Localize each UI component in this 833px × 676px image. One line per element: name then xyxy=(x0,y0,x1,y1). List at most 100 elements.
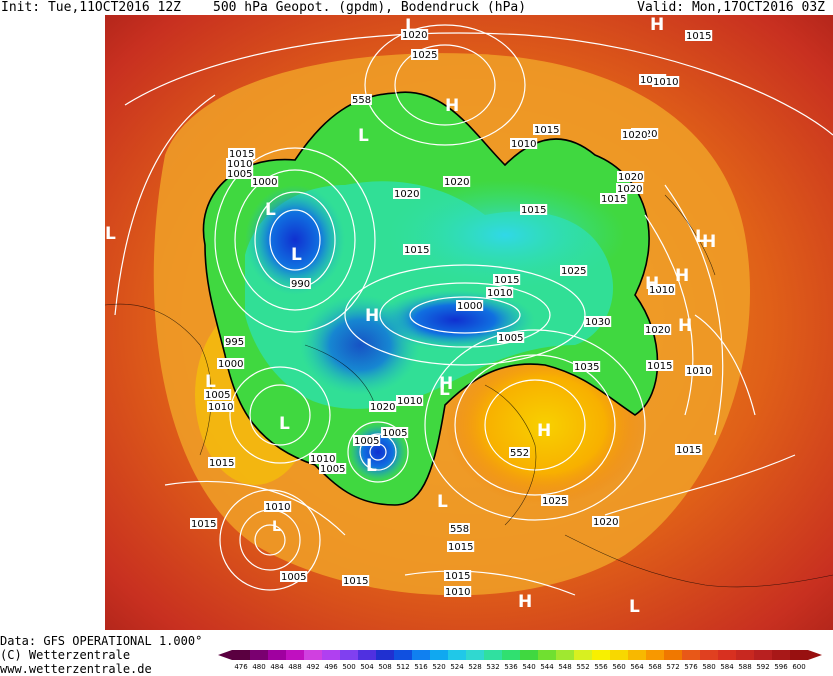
isobar-label-background xyxy=(264,501,292,512)
isobar-label: 1010 xyxy=(265,502,290,513)
isobar-label: 1010 xyxy=(208,402,233,413)
isobar-label: 1010 xyxy=(310,454,335,465)
high-pressure-center: H xyxy=(678,316,692,336)
high-pressure-center: H xyxy=(650,15,664,35)
isobar-label-background xyxy=(621,129,649,140)
isobar-label-background xyxy=(573,361,601,372)
color-scale-swatch xyxy=(772,650,790,660)
isobar-label-background xyxy=(644,324,672,335)
low-pressure-center: L xyxy=(279,414,290,434)
contour-552 xyxy=(202,91,659,506)
map-title: 500 hPa Geopot. (gpdm), Bodendruck (hPa) xyxy=(213,0,527,15)
color-scale-swatch xyxy=(574,650,592,660)
isobar-label: 1015 xyxy=(534,125,559,136)
isobar-label: 1015 xyxy=(521,205,546,216)
blue-low-greenland xyxy=(245,185,345,295)
isobar-label-background xyxy=(226,158,254,169)
color-scale-swatch xyxy=(592,650,610,660)
isobar-label: 1035 xyxy=(574,362,599,373)
color-scale-tick-label: 504 xyxy=(360,663,374,671)
isobar-label: 1020 xyxy=(618,172,643,183)
isobar-label-background xyxy=(600,193,628,204)
isobar-label-background xyxy=(486,287,514,298)
color-scale-tick-label: 508 xyxy=(378,663,391,671)
color-scale-tick-label: 532 xyxy=(486,663,499,671)
weather-map-canvas: 1020102555810151010102010151010100510201… xyxy=(105,15,833,630)
isobar-label-background xyxy=(251,176,279,187)
isobar-label: 1005 xyxy=(227,169,252,180)
color-scale-tick-label: 556 xyxy=(594,663,608,671)
color-scale-swatch xyxy=(286,650,304,660)
isobar-label: 1020 xyxy=(402,30,427,41)
color-scale-tick-label: 568 xyxy=(648,663,661,671)
isobar-label: 1020 xyxy=(617,184,642,195)
isobar-label-background xyxy=(401,29,429,40)
isobar-label: 1015 xyxy=(209,458,234,469)
isobar-label-background xyxy=(381,427,409,438)
weather-map: 1020102555810151010102010151010100510201… xyxy=(105,15,833,630)
low-pressure-center: L xyxy=(695,227,706,247)
color-scale-swatch xyxy=(322,650,340,660)
isobar-label: 1020 xyxy=(593,517,618,528)
isobar-label-background xyxy=(224,336,245,347)
isobar-label: 1015 xyxy=(676,445,701,456)
isobar-label-background xyxy=(228,148,256,159)
isobar-label-background xyxy=(685,30,713,41)
color-scale-tick-label: 536 xyxy=(504,663,518,671)
isobar-label: 990 xyxy=(291,279,310,290)
color-scale-swatch xyxy=(754,650,772,660)
isobar-label-background xyxy=(351,94,372,105)
color-scale-swatch xyxy=(700,650,718,660)
isobar-label-background xyxy=(393,188,421,199)
color-scale-tick-label: 596 xyxy=(774,663,788,671)
valid-time-label: Valid: Mon,17OCT2016 03Z xyxy=(637,0,825,15)
color-scale-tick-label: 564 xyxy=(630,663,644,671)
isobar-label-background xyxy=(396,395,424,406)
isobar-label: 1015 xyxy=(445,571,470,582)
isobar-label: 1015 xyxy=(448,542,473,553)
isobar-label-background xyxy=(443,176,471,187)
color-scale-swatch xyxy=(664,650,682,660)
color-scale-tick-label: 560 xyxy=(612,663,625,671)
isobar-label: 1010 xyxy=(487,288,512,299)
isobar-label: 995 xyxy=(225,337,244,348)
isobar-label: 1015 xyxy=(686,31,711,42)
isobar-label-background xyxy=(411,49,439,60)
website-link[interactable]: www.wetterzentrale.de xyxy=(0,662,152,676)
color-scale-tick-label: 584 xyxy=(720,663,734,671)
isobar-label: 1020 xyxy=(622,130,647,141)
isobar-label-background xyxy=(309,453,337,464)
isobar-label: 1015 xyxy=(191,519,216,530)
isobar-label-background xyxy=(449,523,470,534)
isobar-label: 1015 xyxy=(647,361,672,372)
low-pressure-center: L xyxy=(358,126,369,146)
color-scale-tick-label: 548 xyxy=(558,663,571,671)
high-pressure-center: H xyxy=(537,421,551,441)
isobar-label: 1010 xyxy=(653,77,678,88)
isobar-label-background xyxy=(510,138,538,149)
isobar-label: 1015 xyxy=(601,194,626,205)
color-scale-right-arrow xyxy=(808,650,822,660)
isobar-label-background xyxy=(226,168,254,179)
blue-low-siberia xyxy=(300,295,420,395)
color-scale-swatch xyxy=(268,650,286,660)
isobar-label-background xyxy=(456,300,484,311)
isobar-label: 1000 xyxy=(457,301,482,312)
isobar-label: 1005 xyxy=(320,464,345,475)
isobar-label: 1010 xyxy=(686,366,711,377)
color-scale-swatch xyxy=(430,650,448,660)
isobar-label-background xyxy=(319,463,347,474)
color-scale-swatch xyxy=(502,650,520,660)
isobar-label: 1005 xyxy=(205,390,230,401)
map-header: Init: Tue,11OCT2016 12Z 500 hPa Geopot. … xyxy=(0,0,833,18)
color-scale-swatch xyxy=(682,650,700,660)
color-scale-swatch xyxy=(466,650,484,660)
color-scale-swatch xyxy=(250,650,268,660)
color-scale-swatch xyxy=(718,650,736,660)
low-pressure-center: L xyxy=(629,597,640,617)
color-scale-left-arrow xyxy=(218,650,232,660)
isobar-label-background xyxy=(592,516,620,527)
isobar-label: 1005 xyxy=(498,333,523,344)
color-scale-tick-label: 492 xyxy=(306,663,319,671)
